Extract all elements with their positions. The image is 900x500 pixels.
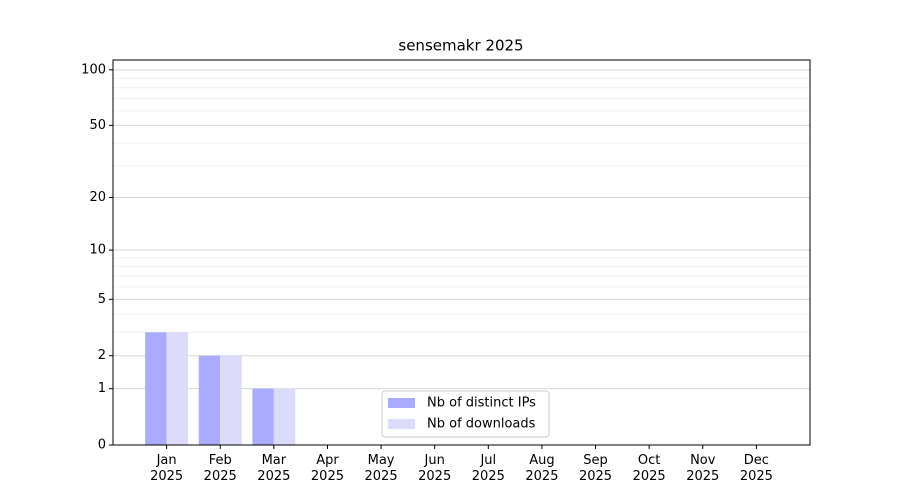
legend-frame [381,390,550,438]
x-tick-label: Nov 2025 [686,453,720,484]
y-tick-label: 1 [98,381,106,396]
x-tick-label: Sep 2025 [578,453,613,484]
x-tick-label: Jan 2025 [150,453,184,484]
x-tick-label: May 2025 [364,453,398,484]
legend-swatch [388,398,415,408]
x-tick-label: Dec 2025 [739,453,773,484]
y-tick-label: 50 [89,118,106,133]
y-tick-label: 0 [98,438,106,453]
x-tick-label: Feb 2025 [203,453,237,484]
y-tick-label: 20 [89,190,106,205]
x-tick-label: Aug 2025 [525,453,559,484]
y-tick-label: 100 [81,62,106,77]
bar [145,332,167,445]
bar [198,355,221,445]
x-tick-label: Oct 2025 [632,453,666,484]
x-tick-label: Mar 2025 [257,453,291,484]
x-tick-label: Jun 2025 [418,453,452,484]
bar [252,388,274,445]
y-tick-label: 10 [89,243,106,258]
bar [166,332,189,445]
x-tick-label: Jul 2025 [471,453,505,484]
legend-label: Nb of distinct IPs [427,396,536,411]
y-tick-label: 2 [98,348,106,363]
x-tick-label: Apr 2025 [310,453,344,484]
bar [220,355,242,445]
legend-swatch [388,419,415,429]
y-tick-label: 5 [98,292,106,307]
bar [273,388,296,445]
legend-label: Nb of downloads [427,417,536,432]
chart-title: sensemakr 2025 [398,37,523,55]
plot-frame [112,59,811,446]
legend: Nb of distinct IPs Nb of downloads [381,390,550,438]
